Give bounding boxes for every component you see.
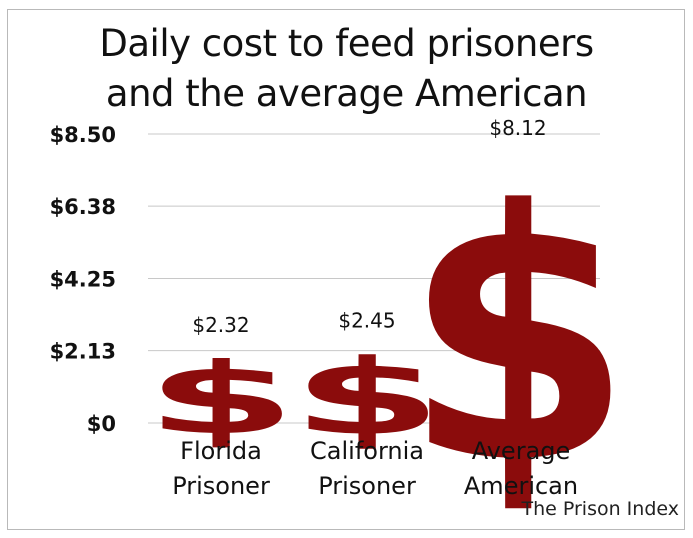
dollar-bar: $ [403,138,633,538]
dollar-bar: $ [291,338,442,459]
value-label: $2.45 [338,309,395,333]
source-note: The Prison Index [521,498,679,520]
value-label: $8.12 [489,116,546,140]
category-label: Florida [180,437,262,465]
dollar-sign-mark: $ [291,338,442,459]
category-label: Average [472,437,571,465]
y-tick-label: $2.13 [50,340,116,364]
dollar-bar: $ [145,341,296,456]
category-label: Prisoner [172,472,270,500]
chart-title-line-1: Daily cost to feed prisoners [99,22,594,65]
dollar-sign-mark: $ [145,341,296,456]
y-tick-label: $6.38 [50,195,116,219]
value-label: $2.32 [192,313,249,337]
dollar-sign-mark: $ [403,138,633,538]
category-label: American [464,472,578,500]
category-label: Prisoner [318,472,416,500]
category-label: California [310,437,424,465]
chart-frame [7,9,685,530]
y-tick-label: $8.50 [50,123,116,147]
y-tick-label: $0 [87,412,116,436]
y-tick-label: $4.25 [50,268,116,292]
chart-title-line-2: and the average American [105,72,588,115]
